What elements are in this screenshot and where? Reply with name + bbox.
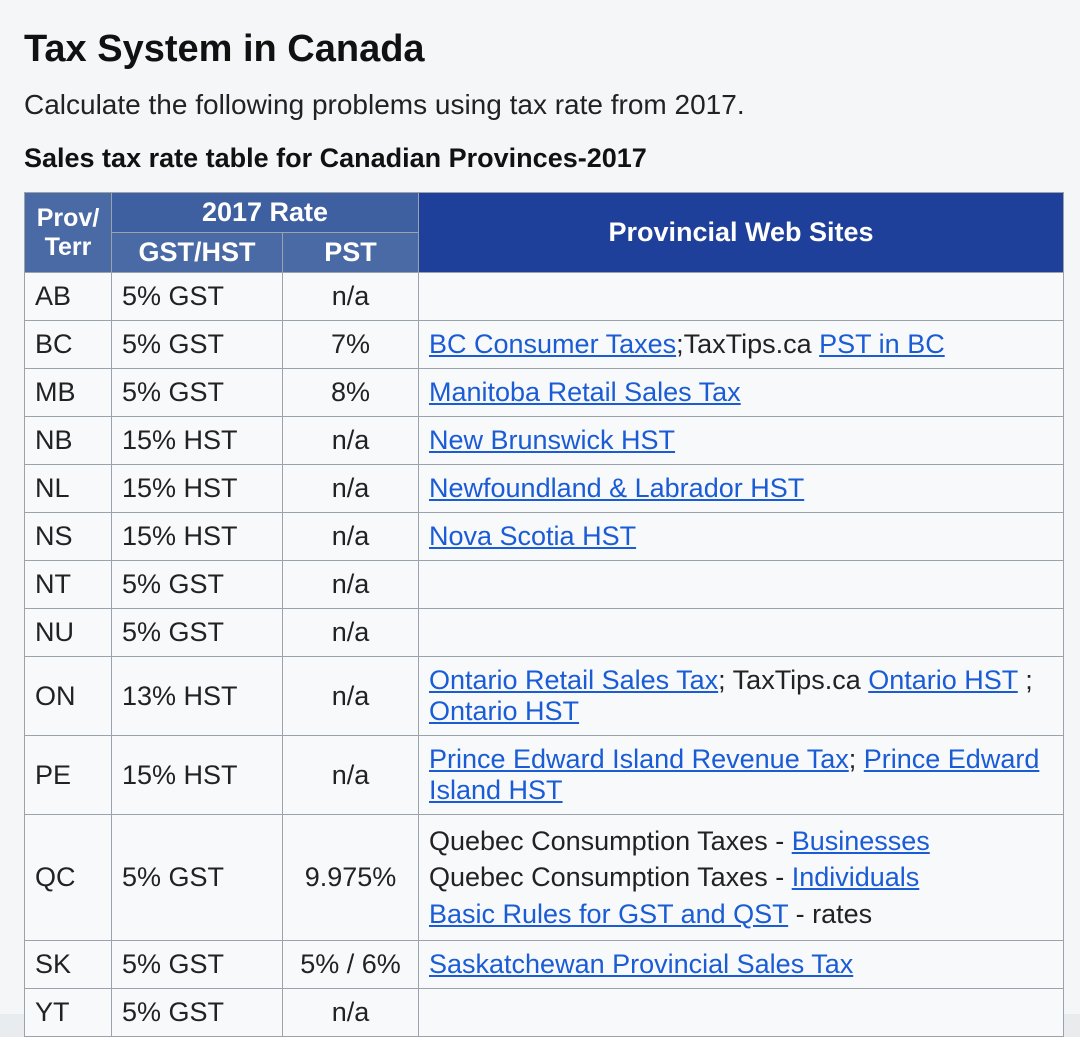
table-caption: Sales tax rate table for Canadian Provin… — [24, 143, 1064, 174]
website-text: ;TaxTips.ca — [676, 329, 819, 359]
cell-pst: n/a — [283, 561, 419, 609]
cell-pst: n/a — [283, 417, 419, 465]
cell-pst: 9.975% — [283, 815, 419, 941]
cell-prov: NS — [25, 513, 112, 561]
cell-gsthst: 15% HST — [112, 417, 283, 465]
table-row: QC5% GST9.975%Quebec Consumption Taxes -… — [25, 815, 1064, 941]
cell-prov: AB — [25, 273, 112, 321]
website-text: ; — [1018, 665, 1033, 695]
table-row: YT5% GSTn/a — [25, 989, 1064, 1037]
cell-websites: Manitoba Retail Sales Tax — [419, 369, 1064, 417]
cell-websites — [419, 609, 1064, 657]
cell-prov: SK — [25, 941, 112, 989]
cell-prov: PE — [25, 736, 112, 815]
cell-pst: n/a — [283, 273, 419, 321]
cell-pst: n/a — [283, 657, 419, 736]
table-row: NT5% GSTn/a — [25, 561, 1064, 609]
table-row: NB15% HSTn/a New Brunswick HST — [25, 417, 1064, 465]
cell-prov: NB — [25, 417, 112, 465]
col-header-sites: Provincial Web Sites — [419, 193, 1064, 273]
cell-websites: Nova Scotia HST — [419, 513, 1064, 561]
cell-prov: QC — [25, 815, 112, 941]
website-link[interactable]: Manitoba Retail Sales Tax — [429, 377, 741, 407]
website-text: ; — [849, 744, 864, 774]
website-link[interactable]: Prince Edward Island Revenue Tax — [429, 744, 849, 774]
website-link[interactable]: Basic Rules for GST and QST — [429, 899, 788, 929]
website-text: Quebec Consumption Taxes - — [429, 826, 792, 856]
website-link[interactable]: BC Consumer Taxes — [429, 329, 676, 359]
website-link[interactable]: Ontario HST — [429, 696, 579, 726]
website-link[interactable]: Nova Scotia HST — [429, 521, 636, 551]
col-header-gsthst: GST/HST — [112, 233, 283, 273]
cell-pst: n/a — [283, 465, 419, 513]
cell-gsthst: 15% HST — [112, 736, 283, 815]
cell-prov: BC — [25, 321, 112, 369]
table-row: NU5% GSTn/a — [25, 609, 1064, 657]
website-link[interactable]: PST in BC — [819, 329, 945, 359]
cell-prov: NT — [25, 561, 112, 609]
cell-prov: NU — [25, 609, 112, 657]
col-header-rate-group: 2017 Rate — [112, 193, 419, 233]
website-link[interactable]: Saskatchewan Provincial Sales Tax — [429, 949, 853, 979]
website-text: ; TaxTips.ca — [718, 665, 868, 695]
cell-websites — [419, 561, 1064, 609]
cell-pst: 7% — [283, 321, 419, 369]
cell-pst: n/a — [283, 609, 419, 657]
website-link[interactable]: Ontario Retail Sales Tax — [429, 665, 718, 695]
cell-pst: 8% — [283, 369, 419, 417]
cell-websites: BC Consumer Taxes;TaxTips.ca PST in BC — [419, 321, 1064, 369]
cell-pst: n/a — [283, 736, 419, 815]
cell-gsthst: 5% GST — [112, 609, 283, 657]
table-row: AB5% GSTn/a — [25, 273, 1064, 321]
website-link[interactable]: Individuals — [792, 862, 920, 892]
table-row: NS15% HSTn/a Nova Scotia HST — [25, 513, 1064, 561]
website-text: - rates — [788, 899, 872, 929]
cell-websites: New Brunswick HST — [419, 417, 1064, 465]
cell-prov: YT — [25, 989, 112, 1037]
cell-prov: NL — [25, 465, 112, 513]
cell-websites: Saskatchewan Provincial Sales Tax — [419, 941, 1064, 989]
cell-gsthst: 5% GST — [112, 273, 283, 321]
page-title: Tax System in Canada — [24, 28, 1064, 71]
website-link[interactable]: Businesses — [792, 826, 930, 856]
col-header-prov: Prov/ Terr — [25, 193, 112, 273]
cell-gsthst: 5% GST — [112, 321, 283, 369]
cell-prov: ON — [25, 657, 112, 736]
cell-gsthst: 5% GST — [112, 561, 283, 609]
cell-pst: 5% / 6% — [283, 941, 419, 989]
cell-gsthst: 15% HST — [112, 513, 283, 561]
cell-websites — [419, 989, 1064, 1037]
table-row: BC5% GST7%BC Consumer Taxes;TaxTips.ca P… — [25, 321, 1064, 369]
tax-rate-table: Prov/ Terr 2017 Rate Provincial Web Site… — [24, 192, 1064, 1037]
page-subtitle: Calculate the following problems using t… — [24, 89, 1064, 121]
table-row: PE15% HSTn/aPrince Edward Island Revenue… — [25, 736, 1064, 815]
cell-gsthst: 5% GST — [112, 815, 283, 941]
cell-gsthst: 5% GST — [112, 941, 283, 989]
cell-pst: n/a — [283, 989, 419, 1037]
cell-gsthst: 13% HST — [112, 657, 283, 736]
cell-websites: Newfoundland & Labrador HST — [419, 465, 1064, 513]
table-row: ON13% HSTn/aOntario Retail Sales Tax; Ta… — [25, 657, 1064, 736]
cell-websites: Quebec Consumption Taxes - BusinessesQue… — [419, 815, 1064, 941]
table-row: NL15% HSTn/a Newfoundland & Labrador HST — [25, 465, 1064, 513]
cell-websites — [419, 273, 1064, 321]
website-link[interactable]: Newfoundland & Labrador HST — [429, 473, 804, 503]
cell-gsthst: 15% HST — [112, 465, 283, 513]
col-header-pst: PST — [283, 233, 419, 273]
website-link[interactable]: Ontario HST — [868, 665, 1018, 695]
website-link[interactable]: New Brunswick HST — [429, 425, 675, 455]
website-text: Quebec Consumption Taxes - — [429, 862, 792, 892]
cell-websites: Prince Edward Island Revenue Tax; Prince… — [419, 736, 1064, 815]
cell-pst: n/a — [283, 513, 419, 561]
cell-websites: Ontario Retail Sales Tax; TaxTips.ca Ont… — [419, 657, 1064, 736]
cell-gsthst: 5% GST — [112, 369, 283, 417]
cell-prov: MB — [25, 369, 112, 417]
table-row: SK5% GST5% / 6% Saskatchewan Provincial S… — [25, 941, 1064, 989]
table-row: MB5% GST8% Manitoba Retail Sales Tax — [25, 369, 1064, 417]
cell-gsthst: 5% GST — [112, 989, 283, 1037]
